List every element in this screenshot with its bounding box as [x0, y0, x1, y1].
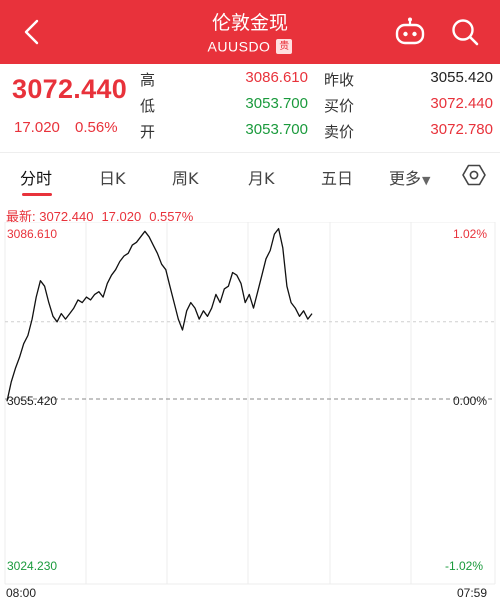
- y-axis-mid-label: 3055.420: [7, 394, 58, 408]
- bid-value: 3072.440: [430, 95, 493, 112]
- tab-weekly-k[interactable]: 周K: [172, 169, 199, 188]
- robot-assistant-icon[interactable]: [394, 16, 426, 48]
- high-label: 高: [140, 71, 156, 89]
- pct-axis-min-label: -1.02%: [445, 559, 484, 573]
- price-change: 17.020: [14, 119, 60, 136]
- ask-label: 卖价: [324, 123, 355, 141]
- low-value: 3053.700: [245, 95, 308, 112]
- back-arrow-icon[interactable]: [18, 18, 46, 46]
- tab-daily-k[interactable]: 日K: [99, 169, 126, 188]
- tab-more-label: 更多: [389, 169, 422, 188]
- tab-monthly-k[interactable]: 月K: [248, 169, 275, 188]
- x-axis-start-label: 08:00: [6, 586, 37, 600]
- latest-price-text: 最新: 3072.440: [6, 209, 94, 224]
- x-axis-end-label: 07:59: [457, 586, 488, 600]
- caret-down-icon: ▼: [422, 174, 431, 187]
- y-axis-min-label: 3024.230: [7, 559, 58, 573]
- low-label: 低: [140, 97, 156, 115]
- tab-five-day[interactable]: 五日: [321, 169, 354, 188]
- latest-change-text: 17.020: [101, 209, 142, 224]
- settings-hexagon-icon[interactable]: [462, 163, 486, 187]
- bid-label: 买价: [324, 97, 355, 115]
- pct-axis-max-label: 1.02%: [453, 227, 488, 241]
- instrument-subtitle: AUUSDO 贵: [0, 37, 500, 54]
- latest-pct-text: 0.557%: [149, 209, 194, 224]
- latest-info: 最新: 3072.440 17.020 0.557%: [6, 206, 201, 225]
- quote-summary: 3072.440 17.020 0.56% 高 3086.610 低 3053.…: [0, 64, 500, 152]
- chart-period-tabs: 分时 日K 周K 月K 五日 更多▼: [0, 153, 500, 199]
- active-tab-indicator: [22, 193, 52, 196]
- instrument-code: AUUSDO: [207, 38, 271, 55]
- tab-intraday[interactable]: 分时: [20, 169, 53, 188]
- open-value: 3053.700: [245, 121, 308, 138]
- intraday-chart-svg: [4, 222, 496, 585]
- open-label: 开: [140, 123, 156, 141]
- high-value: 3086.610: [245, 69, 308, 86]
- price-change-percent: 0.56%: [75, 119, 118, 136]
- last-price: 3072.440: [12, 74, 128, 104]
- pct-axis-mid-label: 0.00%: [453, 394, 488, 408]
- ask-value: 3072.780: [430, 121, 493, 138]
- prev-close-value: 3055.420: [430, 69, 493, 86]
- intraday-chart[interactable]: 3086.610 1.02% 3055.420 0.00% 3024.230 -…: [0, 222, 500, 607]
- precious-metal-badge: 贵: [276, 38, 293, 54]
- section-divider: [0, 152, 500, 153]
- price-series-line: [6, 227, 313, 402]
- search-icon[interactable]: [450, 17, 480, 47]
- app-header: 伦敦金现 AUUSDO 贵: [0, 0, 500, 64]
- prev-close-label: 昨收: [324, 71, 355, 89]
- y-axis-max-label: 3086.610: [7, 227, 58, 241]
- page-title: 伦敦金现: [211, 12, 288, 34]
- tab-more[interactable]: 更多▼: [389, 165, 430, 189]
